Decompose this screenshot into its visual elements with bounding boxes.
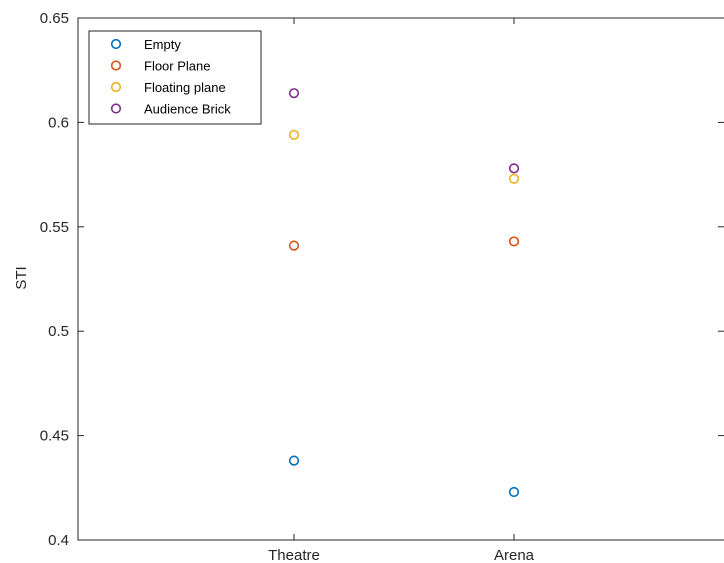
data-point (288, 240, 300, 251)
data-point (508, 236, 520, 247)
x-tick-label: Arena (494, 547, 535, 563)
legend-label: Audience Brick (144, 102, 231, 117)
y-tick-label: 0.5 (48, 323, 69, 340)
axes-frame (77, 17, 724, 541)
data-point (508, 486, 520, 498)
data-point (288, 88, 300, 99)
y-tick-label: 0.65 (40, 10, 69, 27)
y-axis-label: STI (13, 266, 30, 289)
y-tick-label: 0.6 (48, 114, 69, 131)
y-tick-label: 0.4 (48, 532, 69, 549)
legend-marker (110, 103, 122, 114)
legend-box (88, 30, 262, 125)
data-point (508, 163, 520, 174)
legend-label: Floor Plane (144, 59, 210, 74)
legend: Empty Floor Plane Floating plane Audience B… (88, 30, 262, 125)
data-point (508, 173, 520, 184)
data-point (288, 455, 300, 466)
y-tick-label: 0.55 (40, 219, 69, 236)
y-tick-labels: 0.4 0.45 0.5 0.55 0.6 0.65 (40, 10, 69, 549)
x-tick-labels: Theatre Arena (268, 547, 535, 563)
data-points (288, 88, 520, 498)
x-tick-label: Theatre (268, 547, 320, 563)
legend-marker (110, 38, 122, 50)
data-point (288, 129, 300, 141)
legend-marker (110, 81, 122, 93)
legend-marker (110, 60, 122, 71)
axes-box (77, 17, 724, 541)
y-tick-label: 0.45 (40, 428, 69, 445)
legend-label: Empty (144, 37, 181, 52)
legend-label: Floating plane (144, 80, 226, 95)
